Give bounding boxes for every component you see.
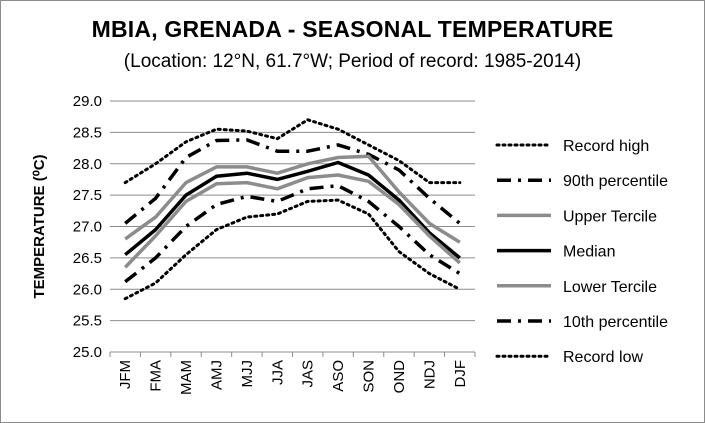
legend-label-upper-tercile: Upper Tercile xyxy=(563,208,657,225)
y-tick-label: 29.0 xyxy=(73,93,102,110)
x-tick-label: MJJ xyxy=(239,360,256,388)
legend-label-90th-percentile: 90th percentile xyxy=(563,173,668,190)
x-tick-label: JFM xyxy=(117,360,134,389)
series-line-median xyxy=(124,160,461,260)
series-line-record-high xyxy=(123,118,462,185)
x-tick-label: FMA xyxy=(148,360,165,392)
series-line-upper-tercile xyxy=(124,154,461,244)
y-tick-label: 25.0 xyxy=(73,344,102,361)
x-tick-label: DJF xyxy=(452,360,469,388)
legend-label-median: Median xyxy=(563,244,615,261)
x-tick-label: NDJ xyxy=(421,360,438,389)
gridlines xyxy=(110,100,475,322)
y-axis-label: TEMPERATURE (⁰C) xyxy=(31,154,48,298)
chart-title: MBIA, GRENADA - SEASONAL TEMPERATURE xyxy=(91,16,614,42)
x-tick-label: MAM xyxy=(178,360,195,395)
legend: Record high 90th percentile Upper Tercile M… xyxy=(495,138,668,366)
series-line-90th-percentile xyxy=(124,138,461,225)
legend-label-10th-percentile: 10th percentile xyxy=(563,314,668,331)
legend-label-record-low: Record low xyxy=(563,349,643,366)
y-tick-label: 26.5 xyxy=(73,250,102,267)
y-tick-label: 26.0 xyxy=(73,281,102,298)
y-tick-label: 27.5 xyxy=(73,187,102,204)
x-tick-label: JAS xyxy=(300,360,317,388)
legend-label-record-high: Record high xyxy=(563,138,649,155)
y-tick-label: 27.0 xyxy=(73,219,102,236)
legend-label-lower-tercile: Lower Tercile xyxy=(563,279,657,296)
x-tick-label: OND xyxy=(391,360,408,394)
series-line-lower-tercile xyxy=(123,173,461,269)
axes: 25.0 25.5 26.0 26.5 27.0 27.5 28.0 28.5 29.0 JFM F… xyxy=(31,93,476,395)
y-tick-label: 28.5 xyxy=(73,124,102,141)
x-tick-label: JJA xyxy=(269,360,286,385)
x-tick-label: ASO xyxy=(330,360,347,392)
chart-subtitle: (Location: 12°N, 61.7°W; Period of recor… xyxy=(123,51,582,72)
series-line-10th-percentile xyxy=(124,183,461,284)
x-tick-label: SON xyxy=(361,360,378,393)
series-lines xyxy=(123,118,462,301)
y-tick-label: 25.5 xyxy=(73,313,102,330)
x-tick-label: AMJ xyxy=(208,360,225,390)
series-line-record-low xyxy=(123,198,462,301)
y-tick-label: 28.0 xyxy=(73,156,102,173)
